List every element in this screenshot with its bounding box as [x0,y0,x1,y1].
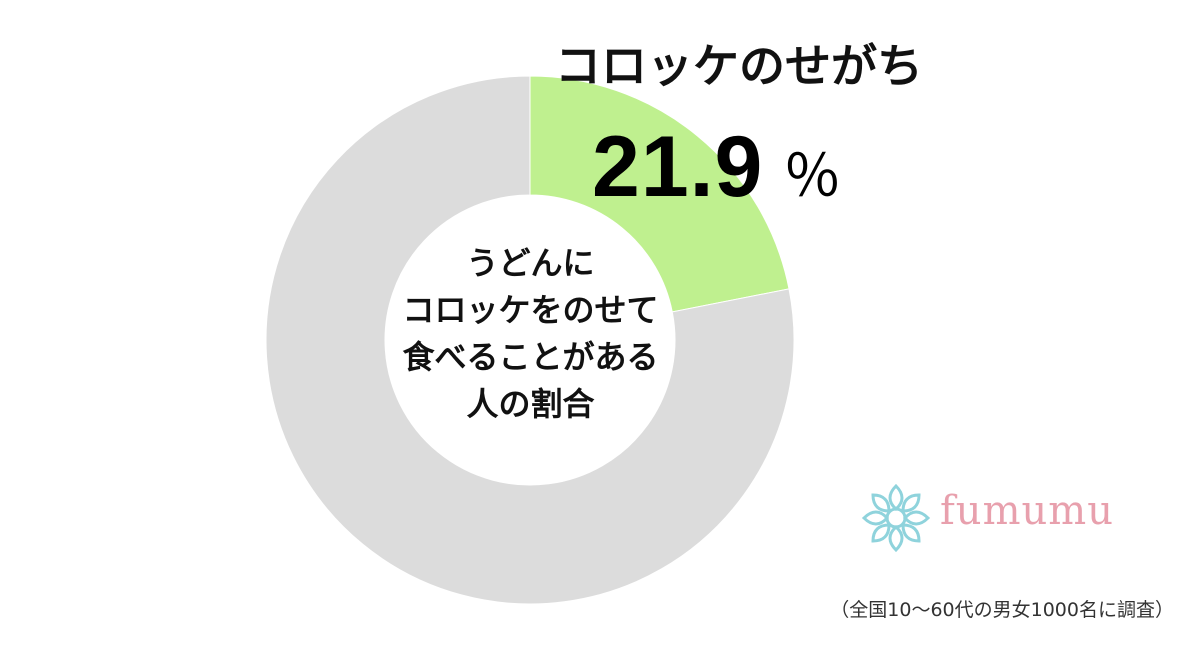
survey-footnote: （全国10～60代の男女1000名に調査） [830,599,1174,621]
flower-logo-icon [861,483,931,553]
highlight-value: 21.9 [592,119,764,215]
center-label-line-4: 人の割合 [466,385,595,423]
center-label-line-1: うどんに [466,244,595,282]
brand-logo: fumumu [858,480,1158,560]
center-label: うどんに コロッケをのせて 食べることがある 人の割合 [388,240,673,428]
slice-highlight [529,75,790,313]
brand-name: fumumu [940,488,1114,534]
highlight-unit: ％ [783,142,842,210]
highlight-value-label: 21.9 ％ [592,118,841,217]
slice-remainder [265,75,795,605]
center-label-line-3: 食べることがある [402,338,659,376]
highlight-category-label: コロッケのせがち [555,39,923,93]
center-label-line-2: コロッケをのせて [402,291,659,329]
